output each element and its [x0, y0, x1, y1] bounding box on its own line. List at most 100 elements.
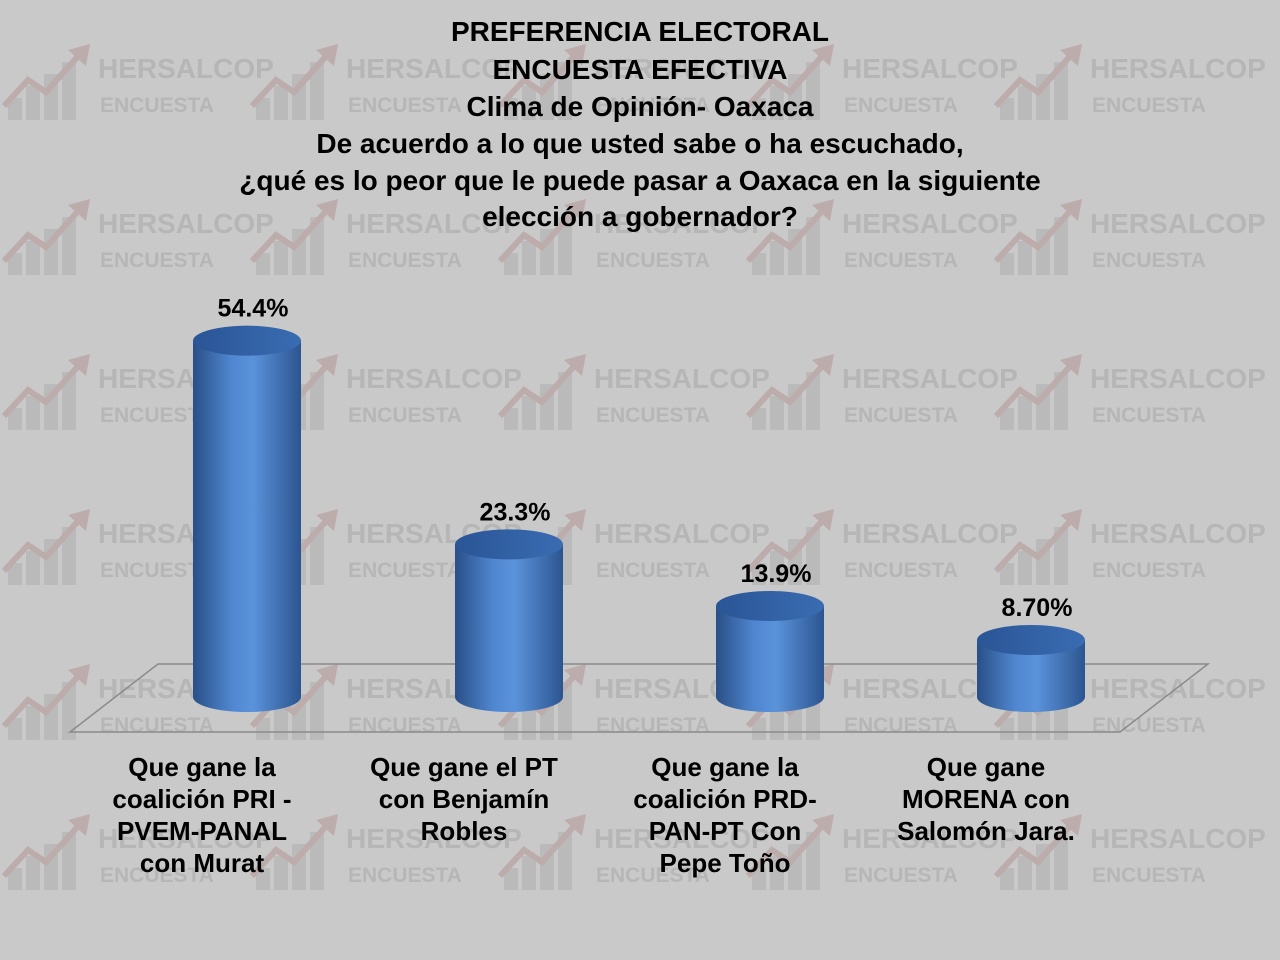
title-line-2: ENCUESTA EFECTIVA: [492, 54, 788, 85]
category-label-line: Que gane la: [651, 752, 799, 782]
svg-text:HERSALCOP: HERSALCOP: [346, 363, 522, 394]
bar: [716, 605, 824, 712]
bar: [977, 640, 1085, 712]
watermark-tile: HERSALCOP ENCUESTA: [497, 199, 770, 275]
svg-text:ENCUESTA: ENCUESTA: [100, 559, 214, 582]
category-label-line: PVEM-PANAL: [117, 816, 287, 846]
svg-text:HERSALCOP: HERSALCOP: [1090, 363, 1266, 394]
svg-text:ENCUESTA: ENCUESTA: [100, 249, 214, 272]
category-label-line: con Benjamín: [378, 784, 550, 814]
data-label: 13.9%: [741, 560, 812, 588]
svg-text:HERSALCOP: HERSALCOP: [346, 823, 522, 854]
svg-text:ENCUESTA: ENCUESTA: [844, 94, 958, 117]
svg-text:HERSALCOP: HERSALCOP: [594, 363, 770, 394]
watermark-tile: HERSALCOP ENCUESTA: [993, 354, 1266, 430]
bar-top: [977, 625, 1085, 656]
svg-text:ENCUESTA: ENCUESTA: [100, 94, 214, 117]
svg-text:ENCUESTA: ENCUESTA: [348, 559, 462, 582]
svg-text:HERSALCOP: HERSALCOP: [594, 518, 770, 549]
svg-text:ENCUESTA: ENCUESTA: [348, 404, 462, 427]
svg-text:ENCUESTA: ENCUESTA: [1092, 864, 1206, 887]
svg-text:ENCUESTA: ENCUESTA: [844, 559, 958, 582]
svg-text:HERSALCOP: HERSALCOP: [842, 363, 1018, 394]
svg-text:ENCUESTA: ENCUESTA: [596, 249, 710, 272]
category-label: Que gane la coalición PRI - PVEM-PANAL con …: [92, 751, 312, 879]
category-label-line: Salomón Jara.: [897, 816, 1075, 846]
category-label: Que gane el PT con Benjamín Robles: [354, 751, 574, 847]
category-label-line: Pepe Toño: [659, 848, 791, 878]
svg-text:HERSALCOP: HERSALCOP: [1090, 208, 1266, 239]
data-label: 8.70%: [1002, 594, 1073, 622]
svg-text:ENCUESTA: ENCUESTA: [1092, 404, 1206, 427]
svg-text:HERSALCOP: HERSALCOP: [98, 53, 274, 84]
category-label: Que gane la coalición PRD- PAN-PT Con Pepe …: [615, 751, 835, 879]
title-line-6: elección a gobernador?: [482, 201, 798, 232]
svg-text:ENCUESTA: ENCUESTA: [348, 249, 462, 272]
bar-top: [455, 529, 563, 560]
svg-text:HERSALCOP: HERSALCOP: [842, 518, 1018, 549]
svg-text:ENCUESTA: ENCUESTA: [348, 94, 462, 117]
watermark-tile: HERSALCOP ENCUESTA: [1, 44, 274, 120]
watermark-tile: HERSALCOP ENCUESTA: [249, 44, 522, 120]
watermark-tile: HERSALCOP ENCUESTA: [745, 199, 1018, 275]
svg-text:HERSALCOP: HERSALCOP: [98, 208, 274, 239]
watermark-tile: HERSALCOP ENCUESTA: [993, 44, 1266, 120]
data-label: 54.4%: [218, 295, 289, 323]
category-label-line: PAN-PT Con: [648, 816, 802, 846]
svg-text:ENCUESTA: ENCUESTA: [596, 559, 710, 582]
svg-text:HERSALCOP: HERSALCOP: [1090, 673, 1266, 704]
category-label-line: Que gane el PT: [370, 752, 558, 782]
svg-text:ENCUESTA: ENCUESTA: [844, 404, 958, 427]
bar-top: [716, 590, 824, 621]
category-label-line: Que gane: [926, 752, 1046, 782]
bar: [455, 544, 563, 712]
category-label-line: con Murat: [139, 848, 265, 878]
watermark-tile: HERSALCOP ENCUESTA: [249, 354, 522, 430]
watermark-tile: HERSALCOP ENCUESTA: [497, 44, 770, 120]
svg-text:ENCUESTA: ENCUESTA: [596, 404, 710, 427]
svg-text:ENCUESTA: ENCUESTA: [844, 864, 958, 887]
category-label-line: Robles: [420, 816, 508, 846]
svg-text:HERSALCOP: HERSALCOP: [842, 53, 1018, 84]
watermark-tile: HERSALCOP ENCUESTA: [249, 199, 522, 275]
svg-text:HERSALCOP: HERSALCOP: [594, 823, 770, 854]
svg-text:ENCUESTA: ENCUESTA: [596, 94, 710, 117]
svg-text:HERSALCOP: HERSALCOP: [842, 823, 1018, 854]
svg-text:ENCUESTA: ENCUESTA: [1092, 249, 1206, 272]
svg-text:HERSALCOP: HERSALCOP: [1090, 823, 1266, 854]
svg-text:ENCUESTA: ENCUESTA: [596, 864, 710, 887]
watermark-tile: HERSALCOP ENCUESTA: [249, 814, 522, 890]
category-label-line: MORENA con: [901, 784, 1071, 814]
data-label: 23.3%: [480, 498, 551, 526]
category-label-line: Que gane la: [128, 752, 276, 782]
title-line-5: ¿qué es lo peor que le puede pasar a Oax…: [239, 165, 1041, 196]
svg-text:HERSALCOP: HERSALCOP: [1090, 518, 1266, 549]
title-line-3: Clima de Opinión- Oaxaca: [466, 91, 814, 122]
svg-text:ENCUESTA: ENCUESTA: [1092, 559, 1206, 582]
bar-top: [193, 325, 301, 356]
svg-text:ENCUESTA: ENCUESTA: [100, 404, 214, 427]
watermark-tile: HERSALCOP ENCUESTA: [497, 814, 770, 890]
bar: [193, 340, 301, 712]
svg-text:HERSALCOP: HERSALCOP: [594, 208, 770, 239]
svg-text:ENCUESTA: ENCUESTA: [1092, 94, 1206, 117]
svg-text:ENCUESTA: ENCUESTA: [100, 864, 214, 887]
category-label-line: coalición PRI -: [112, 784, 292, 814]
title-line-1: PREFERENCIA ELECTORAL: [450, 16, 830, 47]
svg-text:HERSALCOP: HERSALCOP: [594, 53, 770, 84]
svg-text:HERSALCOP: HERSALCOP: [1090, 53, 1266, 84]
watermark-tile: HERSALCOP ENCUESTA: [745, 354, 1018, 430]
watermark-tile: HERSALCOP ENCUESTA: [993, 199, 1266, 275]
svg-text:ENCUESTA: ENCUESTA: [844, 249, 958, 272]
watermark-tile: HERSALCOP ENCUESTA: [993, 814, 1266, 890]
svg-text:HERSALCOP: HERSALCOP: [98, 823, 274, 854]
watermark-tile: HERSALCOP ENCUESTA: [745, 44, 1018, 120]
watermark-tile: HERSALCOP ENCUESTA: [993, 509, 1266, 585]
svg-text:HERSALCOP: HERSALCOP: [346, 208, 522, 239]
category-label: Que gane MORENA con Salomón Jara.: [876, 751, 1096, 847]
svg-text:ENCUESTA: ENCUESTA: [348, 864, 462, 887]
watermark-tile: HERSALCOP ENCUESTA: [745, 814, 1018, 890]
chart-floor: [67, 663, 1211, 733]
watermark-tile: HERSALCOP ENCUESTA: [497, 354, 770, 430]
watermark-tile: HERSALCOP ENCUESTA: [745, 509, 1018, 585]
